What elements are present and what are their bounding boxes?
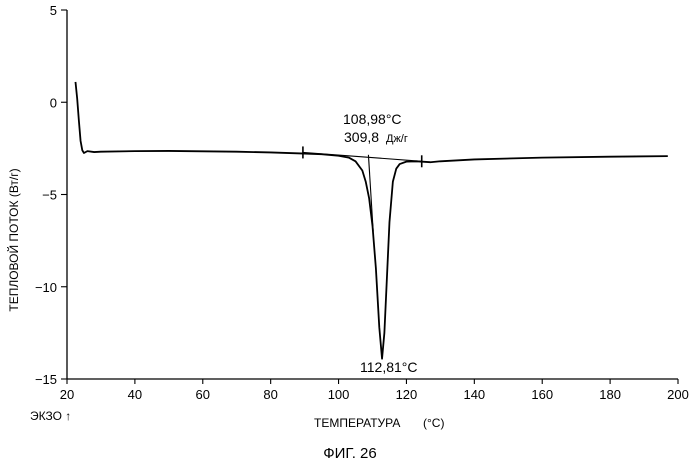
tick-labels: 20 40 60 80 100 120 140 160 180 200 5 0 −5 −10 −15 [35, 3, 689, 402]
onset-temp-label: 108,98°C [343, 111, 402, 127]
y-tick-label: 0 [50, 95, 57, 110]
enthalpy-value-label: 309,8 [344, 129, 379, 145]
x-tick-label: 20 [60, 387, 74, 402]
dsc-chart: 20 40 60 80 100 120 140 160 180 200 5 0 −5 −10 −15 108… [0, 0, 700, 464]
x-tick-label: 80 [263, 387, 277, 402]
x-tick-label: 180 [599, 387, 621, 402]
figure-caption: ФИГ. 26 [323, 445, 377, 462]
peak-temp-label: 112,81°C [360, 359, 418, 375]
y-tick-label: −15 [35, 372, 57, 387]
x-tick-label: 160 [531, 387, 553, 402]
axes [67, 10, 678, 379]
x-tick-label: 60 [196, 387, 210, 402]
x-tick-label: 200 [667, 387, 689, 402]
y-tick-label: 5 [50, 3, 57, 18]
y-tick-label: −5 [42, 188, 57, 203]
x-axis-unit: (°C) [423, 416, 444, 430]
x-tick-label: 100 [328, 387, 350, 402]
x-tick-label: 140 [463, 387, 485, 402]
x-axis-title: ТЕМПЕРАТУРА [314, 416, 400, 430]
exo-direction-label: ЭКЗО ↑ [30, 409, 71, 423]
x-tick-label: 120 [396, 387, 418, 402]
y-tick-label: −10 [35, 280, 57, 295]
x-tick-label: 40 [128, 387, 142, 402]
enthalpy-unit-label: Дж/г [386, 133, 408, 145]
y-axis-title: ТЕПЛОВОЙ ПОТОК (Вт/г) [6, 168, 21, 311]
